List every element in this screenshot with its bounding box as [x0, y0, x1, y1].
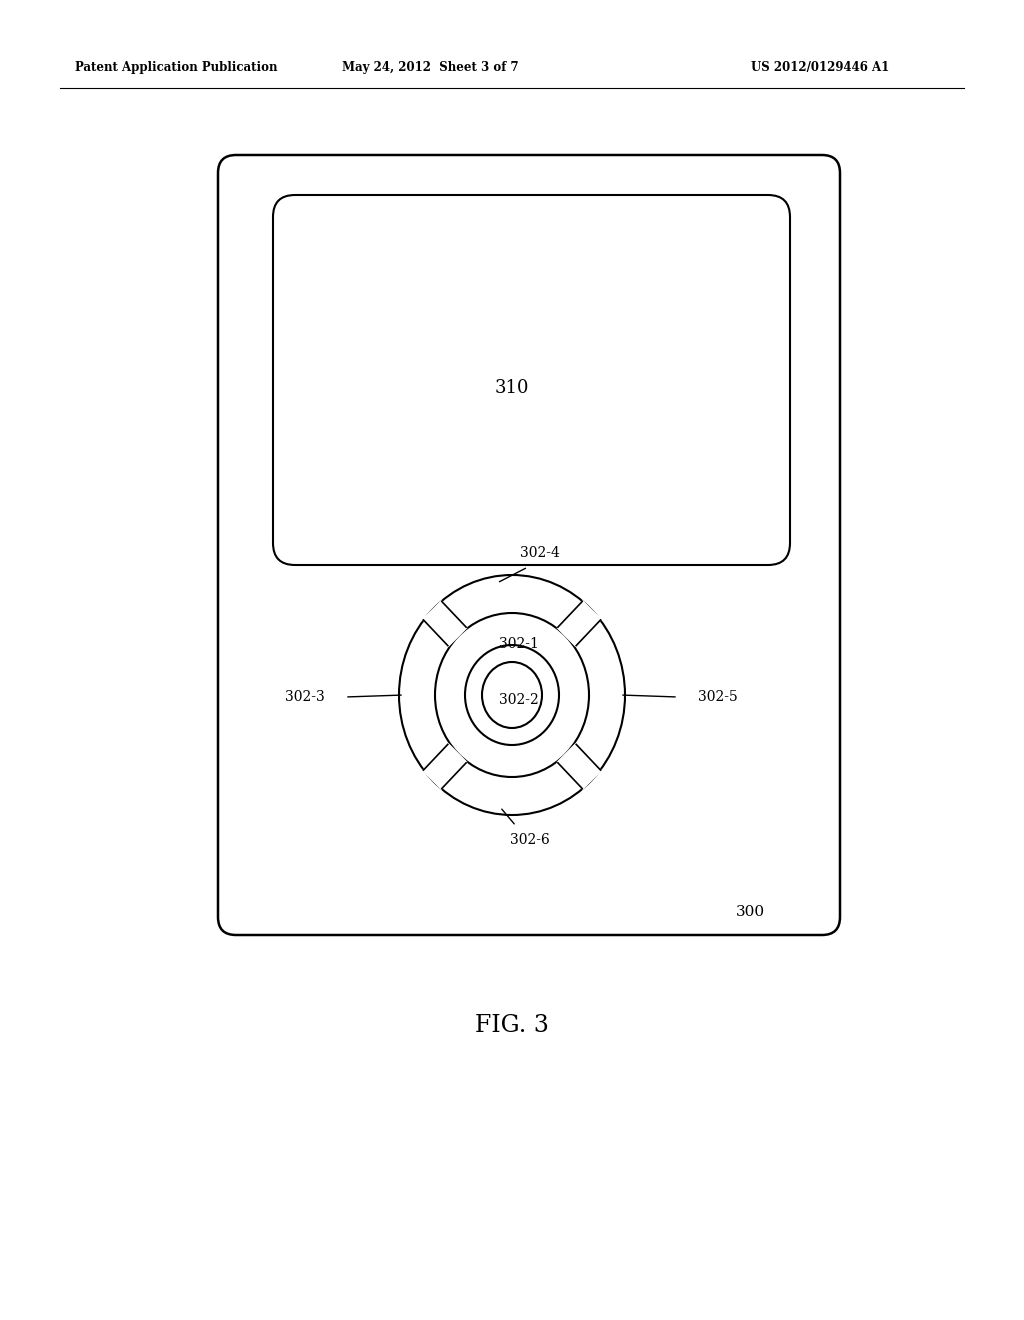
Polygon shape — [423, 601, 467, 647]
Text: 310: 310 — [495, 379, 529, 397]
Ellipse shape — [435, 612, 589, 777]
Text: 302-3: 302-3 — [285, 690, 325, 704]
Ellipse shape — [482, 663, 542, 729]
FancyBboxPatch shape — [273, 195, 790, 565]
Polygon shape — [423, 743, 467, 789]
Text: FIG. 3: FIG. 3 — [475, 1014, 549, 1036]
FancyBboxPatch shape — [218, 154, 840, 935]
Ellipse shape — [465, 645, 559, 744]
Text: 302-4: 302-4 — [520, 546, 560, 560]
Polygon shape — [557, 743, 601, 789]
Text: 302-1: 302-1 — [499, 638, 539, 651]
Ellipse shape — [399, 576, 625, 814]
Text: 302-5: 302-5 — [698, 690, 738, 704]
Text: 300: 300 — [735, 906, 765, 919]
Text: Patent Application Publication: Patent Application Publication — [75, 62, 278, 74]
Text: US 2012/0129446 A1: US 2012/0129446 A1 — [751, 62, 889, 74]
Text: May 24, 2012  Sheet 3 of 7: May 24, 2012 Sheet 3 of 7 — [342, 62, 518, 74]
Text: 302-6: 302-6 — [510, 833, 550, 847]
Text: 302-2: 302-2 — [499, 693, 539, 708]
Polygon shape — [557, 601, 601, 647]
